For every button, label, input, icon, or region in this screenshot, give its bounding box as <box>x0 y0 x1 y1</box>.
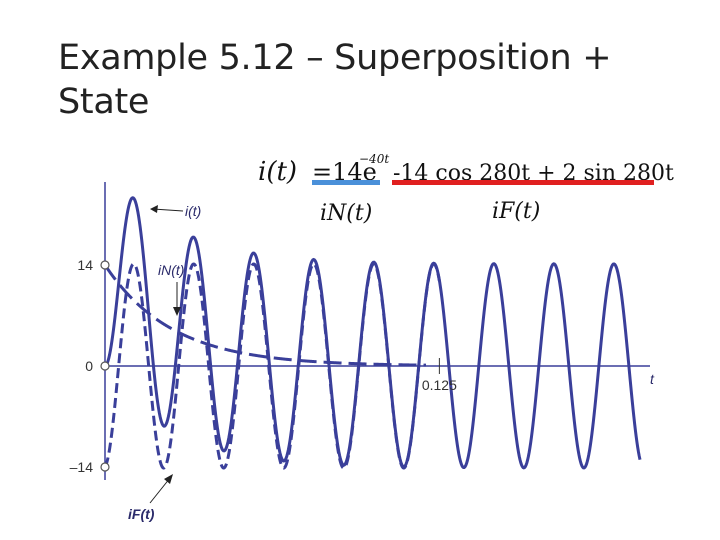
slide-title-line2: State <box>58 82 150 122</box>
series-line-i <box>104 196 642 470</box>
x-axis-label: t <box>650 371 655 387</box>
series-layer <box>103 196 642 470</box>
ticks-layer: 14 0 –14 0.125 <box>70 257 457 475</box>
annotation-iF: iF(t) <box>128 506 155 522</box>
annotation-iN: iN(t) <box>158 262 184 278</box>
annotation-iN-arrowhead <box>173 307 181 316</box>
series-line-iF <box>103 262 441 470</box>
annotation-i: i(t) <box>185 203 201 219</box>
x-tick-label: 0.125 <box>422 377 457 393</box>
y-tick-marker <box>100 462 110 472</box>
y-tick-marker <box>100 260 110 270</box>
annotation-iF-arrowhead <box>164 474 173 484</box>
y-tick-label: –14 <box>70 459 94 475</box>
annotation-i-arrowhead <box>150 205 158 213</box>
y-tick-marker <box>100 361 110 371</box>
y-tick-label: 14 <box>77 257 93 273</box>
series-line-iN <box>103 264 427 367</box>
slide-title: Example 5.12 – Superposition + State <box>58 36 678 124</box>
y-tick-label: 0 <box>85 358 93 374</box>
annotation-iF-arrow <box>149 477 171 504</box>
annotation-i-arrow <box>152 208 184 212</box>
slide-title-line1: Example 5.12 – Superposition + <box>58 38 612 78</box>
